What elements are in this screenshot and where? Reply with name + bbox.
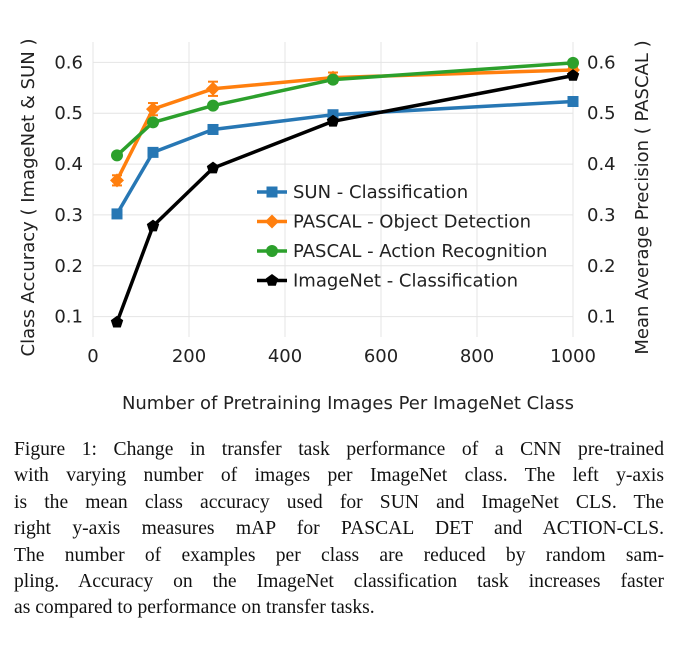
- y-tick-label-right: 0.3: [587, 205, 616, 226]
- y-tick-label-right: 0.5: [587, 103, 616, 124]
- caption-line: with varying number of images per ImageN…: [14, 465, 664, 487]
- x-tick-label: 800: [460, 346, 494, 367]
- data-point-3: [326, 114, 340, 127]
- data-point-3: [146, 219, 160, 232]
- caption-line: pling. Accuracy on the ImageNet classifi…: [14, 571, 664, 593]
- caption-line: right y-axis measures mAP for PASCAL DET…: [14, 518, 664, 540]
- legend-marker: [266, 245, 278, 257]
- data-point-0: [327, 109, 339, 121]
- y-axis-label-left: Class Accuracy ( ImageNet & SUN ): [18, 39, 39, 357]
- data-point-2: [327, 73, 339, 86]
- x-axis-label: Number of Pretraining Images Per ImageNe…: [122, 393, 574, 414]
- y-tick-label-left: 0.3: [54, 205, 83, 226]
- data-point-2: [567, 56, 579, 69]
- x-tick-label: 1000: [550, 346, 596, 367]
- y-axis-label-right: Mean Average Precision ( PASCAL ): [632, 40, 653, 354]
- data-point-2: [147, 116, 159, 129]
- data-point-3: [206, 161, 220, 174]
- data-point-0: [207, 123, 219, 135]
- caption-line: as compared to performance on transfer t…: [14, 597, 375, 619]
- caption-line: is the mean class accuracy used for SUN …: [14, 491, 664, 513]
- data-point-3: [110, 315, 124, 328]
- y-tick-label-left: 0.2: [54, 256, 83, 277]
- data-point-1: [146, 102, 160, 117]
- y-tick-label-left: 0.4: [54, 154, 83, 175]
- y-tick-label-left: 0.5: [54, 103, 83, 124]
- chart-figure: 0 200 400 600 800 1000 0.1 0.2 0.3 0.4 0.5 0.6 0.1 0.…: [18, 39, 653, 414]
- data-point-0: [147, 146, 159, 158]
- data-point-0: [111, 208, 123, 220]
- data-point-1: [110, 173, 124, 188]
- y-tick-label-right: 0.2: [587, 256, 616, 277]
- y-tick-label-right: 0.6: [587, 52, 616, 73]
- y-tick-label-left: 0.1: [54, 307, 83, 328]
- x-tick-label: 600: [364, 346, 398, 367]
- legend-marker: [265, 214, 279, 229]
- data-point-1: [206, 81, 220, 96]
- data-point-2: [111, 149, 123, 162]
- y-tick-label-left: 0.6: [54, 52, 83, 73]
- data-point-3: [566, 69, 580, 81]
- x-tick-label: 0: [87, 346, 98, 367]
- data-point-0: [567, 96, 579, 108]
- figure-caption: Figure 1: Change in transfer task perfor…: [14, 437, 664, 622]
- caption-line: Figure 1: Change in transfer task perfor…: [14, 439, 664, 460]
- x-tick-label: 200: [172, 346, 206, 367]
- y-tick-label-right: 0.1: [587, 307, 616, 328]
- line-chart: 0 200 400 600 800 1000 0.1 0.2 0.3 0.4 0.5 0.6 0.1 0.…: [18, 39, 653, 414]
- legend-marker: [266, 186, 278, 198]
- x-tick-label: 400: [268, 346, 302, 367]
- caption-line: The number of examples per class are red…: [14, 544, 664, 566]
- legend-label: ImageNet - Classification: [293, 271, 518, 292]
- legend-marker: [265, 274, 279, 286]
- legend-label: SUN - Classification: [293, 182, 468, 203]
- y-tick-label-right: 0.4: [587, 154, 616, 175]
- legend-label: PASCAL - Object Detection: [293, 212, 531, 233]
- legend-label: PASCAL - Action Recognition: [293, 241, 547, 262]
- data-point-2: [207, 99, 219, 112]
